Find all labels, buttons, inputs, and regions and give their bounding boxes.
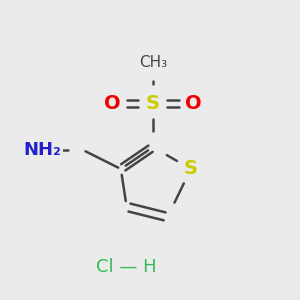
- Text: NH₂: NH₂: [23, 141, 61, 159]
- Text: S: S: [146, 94, 160, 113]
- Text: Cl — H: Cl — H: [96, 258, 157, 276]
- Text: O: O: [104, 94, 120, 113]
- Text: O: O: [185, 94, 202, 113]
- Text: S: S: [184, 160, 198, 178]
- Text: CH₃: CH₃: [139, 55, 167, 70]
